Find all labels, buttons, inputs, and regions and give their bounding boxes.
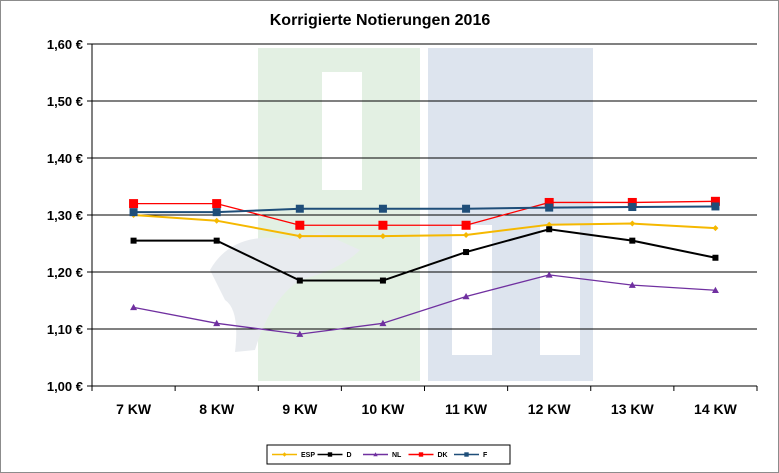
legend-swatch-marker: [418, 452, 424, 457]
x-tick-label: 11 KW: [445, 401, 488, 417]
legend-item-dk: DK: [408, 452, 448, 459]
x-tick-label: 10 KW: [362, 401, 406, 417]
legend-item-nl: NL: [363, 452, 402, 459]
y-tick-label: 1,20 €: [47, 265, 83, 280]
legend-box: [266, 444, 511, 465]
x-tick-label: 7 KW: [116, 401, 152, 417]
data-point-f: [212, 208, 221, 217]
data-point-d: [213, 237, 220, 244]
data-point-dk: [710, 196, 720, 206]
legend-label: DK: [438, 452, 448, 459]
series-f: [129, 202, 720, 217]
legend-label: F: [483, 452, 488, 459]
legend-swatch-marker: [373, 452, 378, 457]
data-point-nl: [296, 330, 304, 337]
data-point-d: [463, 249, 470, 256]
data-point-d: [712, 254, 719, 261]
y-tick-label: 1,30 €: [47, 208, 83, 223]
data-point-esp: [213, 217, 220, 224]
data-point-nl: [628, 281, 636, 288]
legend-item-esp: ESP: [272, 452, 315, 459]
data-point-esp: [296, 233, 303, 240]
data-point-d: [546, 226, 553, 233]
series-dk: [129, 196, 720, 230]
legend-swatch-marker: [464, 452, 469, 457]
series-line-d: [133, 228, 716, 282]
data-point-nl: [545, 271, 553, 278]
data-point-esp: [463, 231, 470, 238]
y-tick-label: 1,10 €: [47, 322, 83, 337]
data-point-f: [378, 204, 387, 213]
series-line-f: [133, 205, 716, 214]
data-point-f: [295, 204, 304, 213]
legend-item-d: D: [317, 452, 352, 459]
x-axis: 7 KW 8 KW 9 KW 10 KW 11 KW 12 KW 13 KW 14 KW: [91, 385, 758, 417]
data-point-nl: [711, 286, 719, 294]
legend-label: D: [347, 452, 352, 459]
data-point-d: [629, 237, 636, 244]
y-tick-label: 1,00 €: [47, 379, 83, 394]
data-point-nl: [462, 293, 470, 300]
data-point-f: [462, 204, 471, 213]
x-tick-label: 8 KW: [199, 401, 235, 417]
data-point-esp: [546, 221, 553, 228]
series-d: [130, 226, 719, 284]
data-point-esp: [379, 233, 386, 240]
data-point-dk: [544, 197, 554, 207]
series-line-nl: [133, 274, 716, 335]
y-tick-label: 1,50 €: [47, 94, 83, 109]
series-nl: [130, 271, 719, 337]
legend-swatch-marker: [327, 452, 333, 457]
legend-swatch-marker: [282, 452, 287, 457]
data-point-nl: [379, 319, 387, 327]
x-tick-label: 9 KW: [282, 401, 318, 417]
data-point-dk: [627, 197, 637, 207]
legend-item-f: F: [454, 452, 488, 459]
series-line-esp: [133, 214, 716, 238]
gridlines: [92, 43, 757, 330]
data-point-dk: [295, 220, 305, 230]
legend: ESP D NL DK F: [266, 444, 511, 465]
data-point-esp: [712, 225, 719, 232]
x-tick-label: 13 KW: [611, 401, 655, 417]
data-point-d: [130, 237, 137, 244]
data-point-nl: [213, 319, 221, 327]
legend-label: NL: [392, 452, 402, 459]
data-point-d: [296, 277, 303, 284]
data-point-f: [711, 202, 720, 211]
chart-title: Korrigierte Notierungen 2016: [270, 12, 491, 29]
series-layer: [129, 196, 720, 337]
data-point-dk: [378, 220, 388, 230]
data-point-dk: [129, 199, 139, 209]
data-point-nl: [130, 303, 138, 311]
y-tick-label: 1,40 €: [47, 151, 83, 166]
legend-label: ESP: [301, 452, 315, 459]
y-tick-label: 1,60 €: [47, 37, 83, 52]
x-tick-label: 14 KW: [694, 401, 738, 417]
data-point-f: [545, 203, 554, 212]
data-point-f: [628, 203, 637, 212]
data-point-dk: [461, 220, 471, 230]
data-point-f: [129, 208, 138, 217]
series-line-dk: [133, 200, 716, 226]
data-point-d: [379, 277, 386, 284]
data-point-esp: [629, 220, 636, 227]
y-axis: 1,00 € 1,10 € 1,20 € 1,30 € 1,40 € 1,50 € 1,60…: [47, 37, 93, 394]
data-point-dk: [212, 199, 222, 209]
x-tick-label: 12 KW: [528, 401, 572, 417]
